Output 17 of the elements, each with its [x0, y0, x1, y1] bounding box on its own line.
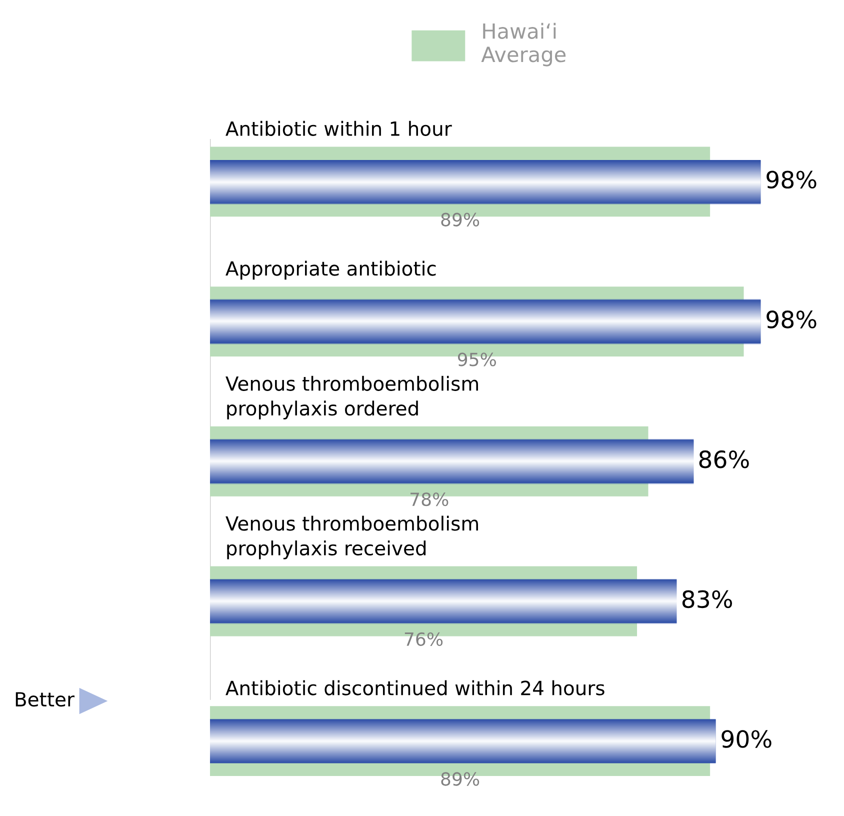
- y-tick-label: Antibiotic discontinued within 24 hours: [226, 680, 604, 696]
- text: Better: [16, 692, 75, 707]
- data-label: 78%: [410, 492, 448, 506]
- data-label: 95%: [458, 352, 496, 366]
- data-label: 83%: [682, 590, 732, 608]
- data-label: 90%: [722, 730, 772, 748]
- data-label: 98%: [766, 310, 816, 328]
- data-label: 86%: [699, 450, 749, 468]
- y-tick-label: Appropriate antibiotic: [226, 260, 436, 280]
- y-tick-label: Venous thromboembolism prophylaxis received: [226, 516, 478, 560]
- data-label: 76%: [404, 632, 443, 646]
- data-label: 98%: [766, 170, 816, 189]
- y-tick-label: Antibiotic within 1 hour: [226, 120, 452, 136]
- legend-label: Hawai‘i Average: [481, 22, 566, 66]
- data-label: 89%: [441, 212, 480, 226]
- data-label: 89%: [441, 772, 480, 786]
- y-tick-label: Venous thromboembolism prophylaxis ordered: [226, 376, 478, 420]
